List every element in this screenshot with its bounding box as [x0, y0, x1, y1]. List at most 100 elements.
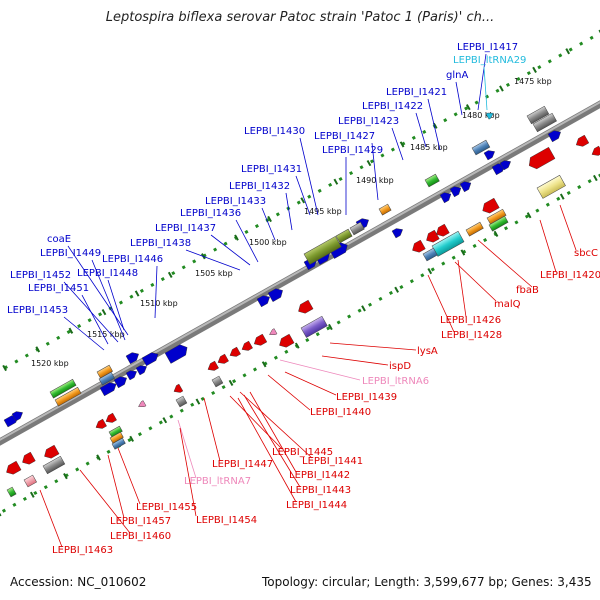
forward-gene-arrow	[125, 370, 137, 381]
kbp-tick-label: 1490 kbp	[356, 176, 394, 185]
label-leader-layer	[39, 53, 577, 548]
reverse-gene-arrow-body	[591, 145, 600, 156]
forward-gene-arrow-body	[547, 130, 561, 143]
forward-gene-arrow	[439, 192, 452, 204]
tick-mark	[300, 197, 306, 204]
forward-gene-arrow-body	[135, 365, 147, 376]
forward-gene-label-leader	[91, 259, 126, 341]
gene-category-box	[378, 203, 392, 216]
forward-gene-label: LEPBI_I1417	[457, 42, 518, 53]
forward-gene-arrow	[391, 228, 403, 239]
forward-gene-label: LEPBI_I1448	[77, 268, 138, 279]
reverse-gene-label-leader	[39, 489, 63, 548]
forward-gene-label: LEPBI_I1431	[241, 164, 302, 175]
reverse-gene-label-leader	[457, 259, 467, 318]
forward-gene-arrow	[141, 352, 159, 367]
gene-category-box-body	[111, 437, 126, 450]
kbp-tick-label: 1505 kbp	[195, 269, 233, 278]
tick-mark	[68, 327, 74, 334]
kbp-tick-label: 1510 kbp	[140, 299, 178, 308]
reverse-gene-label-leader	[329, 342, 417, 351]
lower-tick-track	[0, 173, 600, 515]
accession-text: Accession: NC_010602	[10, 575, 147, 589]
reverse-gene-label-leader	[229, 395, 283, 450]
forward-gene-arrow-body	[256, 295, 270, 308]
forward-gene-arrow-body	[439, 192, 452, 204]
tick-mark	[294, 342, 300, 349]
forward-gene-label-leader	[261, 207, 276, 241]
forward-gene-arrow	[459, 181, 472, 193]
reverse-gene-label: LEPBI_I1447	[212, 459, 273, 470]
reverse-gene-label-leader	[79, 469, 131, 534]
forward-gene-arrow-body	[125, 370, 137, 381]
forward-gene-label-leader	[285, 192, 293, 231]
forward-gene-arrow	[547, 130, 561, 143]
reverse-gene-label: LEPBI_I1455	[136, 502, 197, 513]
forward-gene-arrow-body	[125, 352, 139, 365]
reverse-gene-label-leader	[239, 391, 313, 459]
gene-category-box-body	[175, 395, 188, 408]
reverse-gene-label-leader	[117, 447, 141, 505]
reverse-gene-label-leader	[559, 204, 577, 251]
forward-gene-label-leader	[295, 175, 311, 216]
forward-gene-arrow	[449, 186, 462, 198]
forward-gene-arrow	[135, 365, 147, 376]
tick-mark	[101, 309, 107, 316]
reverse-gene-label: LEPBI_I1426	[440, 315, 501, 326]
reverse-gene-label-leader	[177, 419, 197, 479]
reverse-gene-label-leader	[107, 454, 125, 519]
forward-gene-label: LEPBI_I1451	[28, 283, 89, 294]
genome-title: Leptospira biflexa serovar Patoc strain …	[105, 10, 495, 25]
kbp-tick-label: 1515 kbp	[87, 330, 125, 339]
gene-category-box-body	[532, 112, 557, 133]
gene-category-box-body	[488, 215, 509, 232]
gene-category-box	[465, 221, 484, 237]
forward-gene-label: LEPBI_I1432	[229, 181, 290, 192]
gene-category-box-body	[378, 203, 392, 216]
forward-gene-label-leader	[427, 98, 441, 151]
reverse-gene-label: LEPBI_I1457	[110, 516, 171, 527]
forward-gene-arrow-body	[483, 150, 495, 161]
tick-mark	[261, 361, 267, 368]
gene-category-box	[471, 139, 491, 156]
gene-category-box-body	[424, 173, 440, 188]
gene-category-box	[23, 474, 37, 488]
kbp-tick-label: 1480 kbp	[462, 111, 500, 120]
forward-gene-label-leader	[81, 294, 109, 345]
reverse-gene-label: LEPBI_I1442	[289, 470, 350, 481]
gene-category-box-body	[536, 174, 566, 199]
upper-tick-track	[0, 31, 600, 373]
forward-gene-label: coaE	[47, 234, 71, 245]
tick-mark	[366, 159, 372, 167]
kbp-tick-label: 1485 kbp	[410, 143, 448, 152]
tick-mark	[234, 234, 239, 241]
reverse-gene-label-leader	[539, 219, 557, 273]
gene-category-box-body	[49, 378, 77, 399]
forward-gene-label-leader	[415, 112, 427, 148]
forward-gene-arrow-body	[499, 160, 511, 171]
tick-mark	[35, 346, 41, 353]
forward-gene-arrow	[125, 352, 139, 365]
reverse-gene-arrow-body	[22, 451, 36, 465]
gene-category-box-body	[303, 235, 342, 265]
forward-gene-arrow	[11, 411, 23, 422]
reverse-gene-label: ispD	[389, 361, 411, 372]
forward-gene-label: LEPBI_I1433	[205, 196, 266, 207]
reverse-gene-label: LEPBI_I1441	[302, 456, 363, 467]
reverse-gene-label-leader	[237, 397, 297, 503]
trna-marker-body	[138, 400, 147, 407]
tick-mark	[499, 85, 504, 92]
kbp-tick-label: 1495 kbp	[304, 207, 342, 216]
forward-gene-label-leader	[391, 127, 404, 161]
reverse-gene-arrow	[229, 346, 241, 357]
tick-mark	[129, 435, 135, 442]
reverse-gene-arrow	[426, 229, 440, 243]
gene-category-box	[49, 378, 77, 399]
reverse-gene-arrow-body	[528, 146, 556, 170]
reverse-gene-arrow-body	[298, 299, 314, 314]
forward-gene-label: LEPBI_ltRNA29	[453, 55, 526, 66]
gene-category-box	[211, 375, 224, 388]
forward-gene-label-leader	[185, 249, 241, 271]
forward-gene-label-leader	[455, 81, 463, 116]
gene-category-box	[303, 235, 342, 265]
